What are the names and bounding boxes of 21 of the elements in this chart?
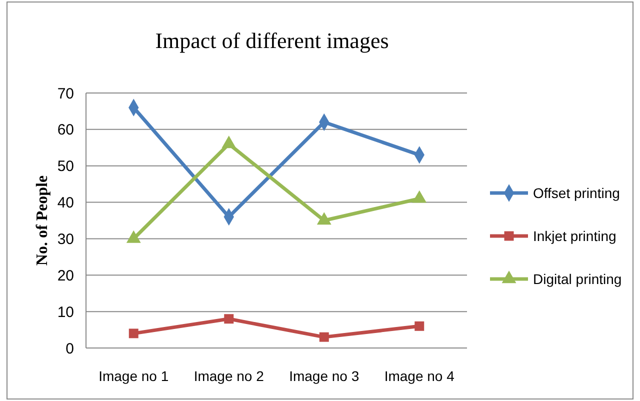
y-tick-label: 50 <box>57 158 74 176</box>
x-tick-label: Image no 1 <box>98 368 169 384</box>
y-axis-title: No. of People <box>34 175 51 266</box>
y-tick-label: 20 <box>57 267 74 284</box>
y-tick-label: 10 <box>57 304 74 321</box>
point <box>224 314 234 324</box>
legend-label: Offset printing <box>533 184 620 201</box>
legend-label: Inkjet printing <box>533 228 616 244</box>
y-tick-label: 60 <box>57 122 74 139</box>
legend-label: Digital printing <box>533 270 622 287</box>
chart-title: Impact of different images <box>155 28 389 53</box>
y-tick-label: 30 <box>57 230 74 248</box>
y-tick-label: 70 <box>57 85 74 102</box>
y-tick-label: 0 <box>66 340 74 358</box>
x-tick-label: Image no 4 <box>384 368 455 384</box>
point <box>128 328 138 338</box>
x-tick-label: Image no 3 <box>289 368 360 384</box>
point <box>319 332 329 342</box>
point <box>414 321 424 331</box>
x-tick-label: Image no 2 <box>194 368 264 384</box>
y-tick-label: 40 <box>57 194 74 212</box>
